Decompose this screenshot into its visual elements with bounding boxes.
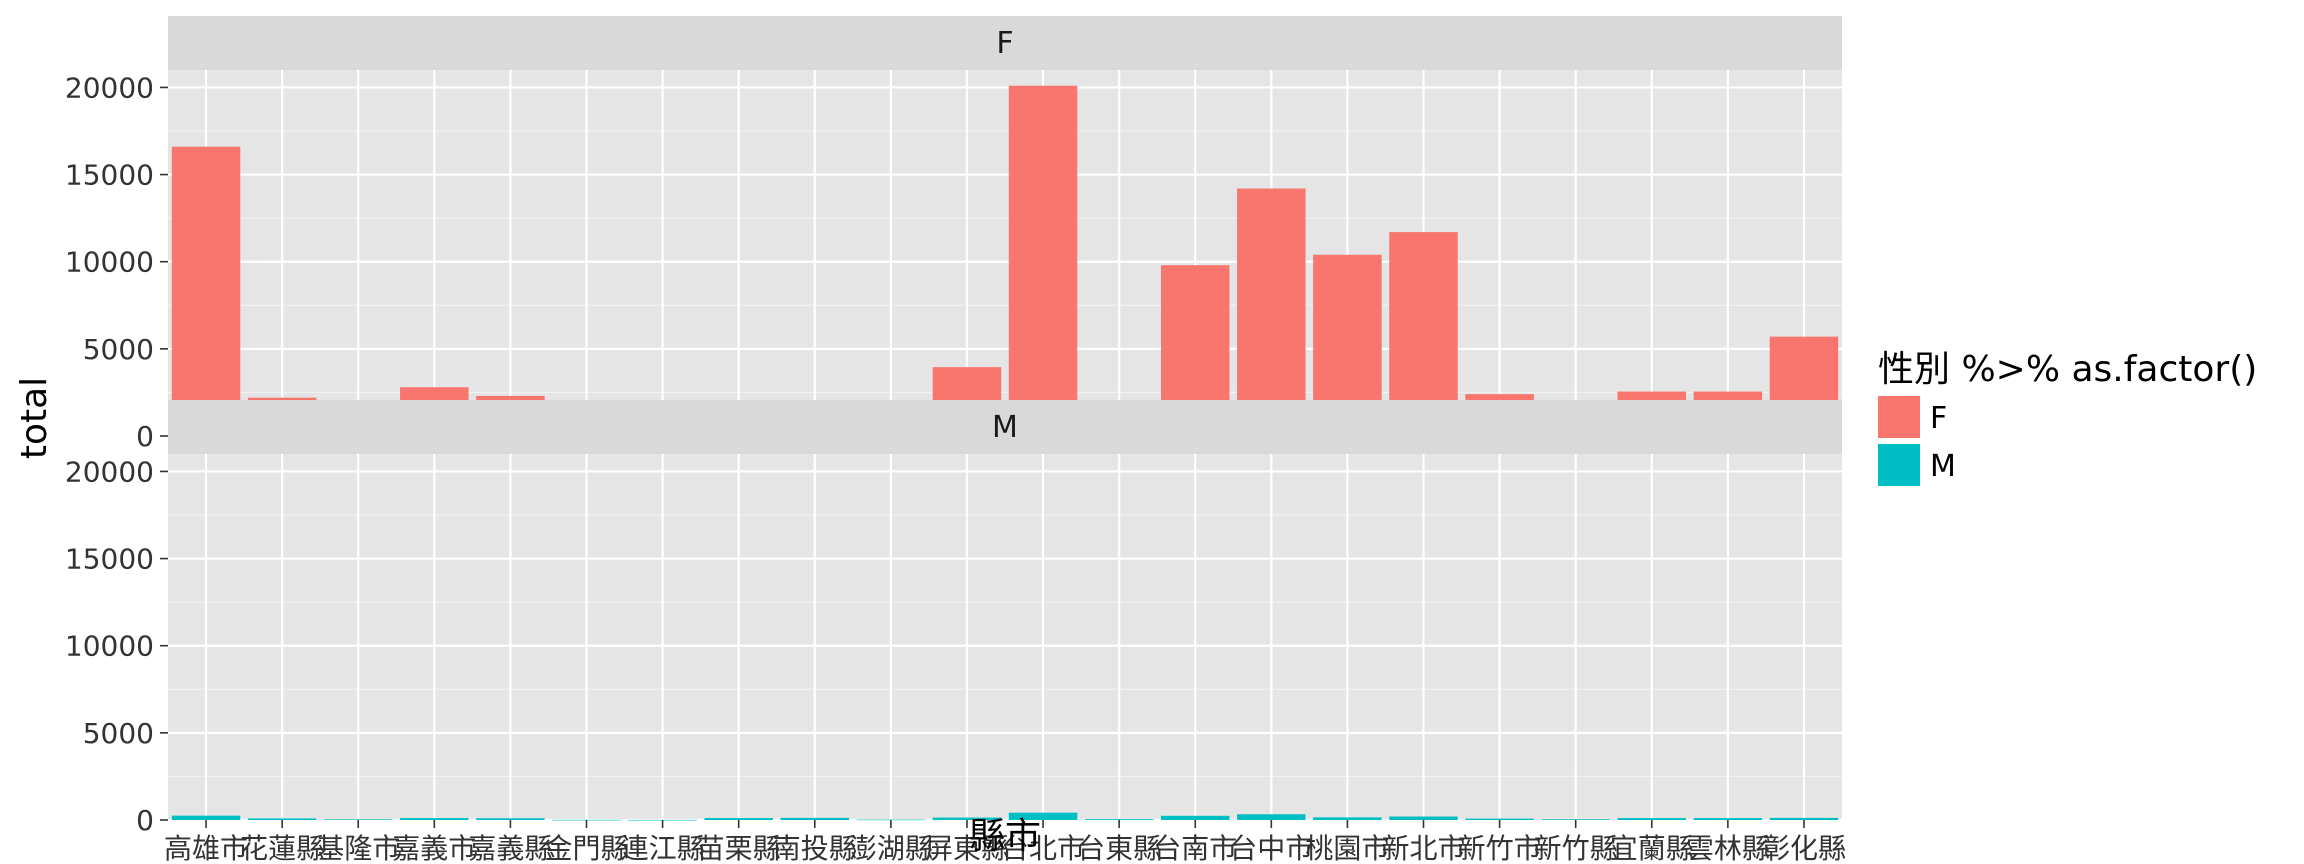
x-tick-label: 嘉義市 (392, 832, 476, 864)
bar-m (476, 818, 545, 820)
facet-strip (168, 400, 1842, 454)
x-tick-label: 基隆市 (316, 832, 400, 864)
bar-f (171, 146, 241, 436)
x-tick-label: 連江縣 (621, 832, 705, 864)
x-tick-label: 苗栗縣 (697, 832, 781, 864)
x-tick-label: 嘉義縣 (468, 832, 552, 864)
y-tick-label: 20000 (65, 71, 154, 104)
legend-key-m (1878, 444, 1920, 486)
y-tick-label: 15000 (65, 159, 154, 192)
bar-m (247, 818, 317, 820)
y-tick-label: 10000 (65, 246, 154, 279)
bar-m (1237, 814, 1306, 820)
bar-m (856, 819, 926, 821)
legend-label-m: M (1930, 449, 1956, 484)
bar-m (1008, 812, 1078, 820)
y-tick-label: 0 (136, 420, 154, 453)
bar-m (932, 817, 1002, 820)
x-tick-label: 屏東縣 (925, 832, 1009, 864)
y-tick-label: 15000 (65, 543, 154, 576)
legend-label-f: F (1930, 401, 1947, 436)
x-tick-label: 桃園市 (1305, 832, 1389, 864)
bar-m (1313, 817, 1382, 820)
x-tick-label: 高雄市 (164, 832, 248, 864)
y-axis-title: total (14, 377, 55, 459)
x-tick-label: 金門縣 (544, 832, 628, 864)
y-tick-label: 20000 (65, 455, 154, 488)
bar-m (1769, 817, 1839, 820)
panel-background (168, 454, 1842, 820)
bar-m (1693, 818, 1763, 820)
x-tick-label: 台南市 (1153, 832, 1237, 864)
y-tick-label: 10000 (65, 630, 154, 663)
bar-m (780, 817, 850, 820)
bar-m (1465, 818, 1534, 820)
x-tick-label: 台中市 (1229, 832, 1313, 864)
panel-background (168, 70, 1842, 436)
x-tick-label: 雲林縣 (1686, 832, 1770, 864)
bar-m (704, 818, 773, 820)
x-tick-label: 宜蘭縣 (1610, 832, 1694, 864)
bar-m (1541, 819, 1610, 820)
bar-m (171, 815, 241, 820)
x-tick-label: 台北市 (1001, 832, 1085, 864)
facet-panel-f: F 0 5000 10000 15000 20000 (65, 16, 1842, 453)
facet-panel-m: M 0 5000 10000 15000 20000 高雄市花蓮縣基隆市嘉義市嘉義縣金門縣連… (65, 400, 1846, 864)
facet-panels: F 0 5000 10000 15000 20000 M 0 5000 10000 15000 200… (65, 16, 1846, 864)
bar-m (1389, 816, 1458, 820)
x-tick-label: 新竹縣 (1534, 832, 1618, 864)
bar-f (1008, 85, 1078, 436)
x-tick-label: 台東縣 (1077, 832, 1161, 864)
x-tick-label: 澎湖縣 (849, 832, 933, 864)
legend: 性別 %>% as.factor() F M (1878, 349, 2257, 486)
bar-m (1084, 819, 1154, 820)
facet-strip-label: F (996, 26, 1013, 61)
legend-title: 性別 %>% as.factor() (1878, 349, 2257, 390)
legend-key-f (1878, 396, 1920, 438)
x-tick-label: 南投縣 (773, 832, 857, 864)
x-tick-label: 新竹市 (1458, 832, 1542, 864)
y-tick-label: 5000 (83, 333, 154, 366)
y-tick-label: 0 (136, 804, 154, 837)
x-tick-label: 新北市 (1381, 832, 1465, 864)
x-tick-label: 花蓮縣 (240, 832, 324, 864)
bar-m (400, 818, 469, 820)
facet-strip-label: M (992, 410, 1018, 445)
bar-m (323, 819, 393, 820)
x-axis-title: 縣市 (969, 816, 1041, 857)
x-tick-label: 彰化縣 (1762, 832, 1846, 864)
bar-m (1617, 818, 1687, 820)
y-tick-label: 5000 (83, 717, 154, 750)
bar-m (1160, 815, 1230, 820)
facet-strip (168, 16, 1842, 70)
bar-f (1237, 188, 1306, 436)
